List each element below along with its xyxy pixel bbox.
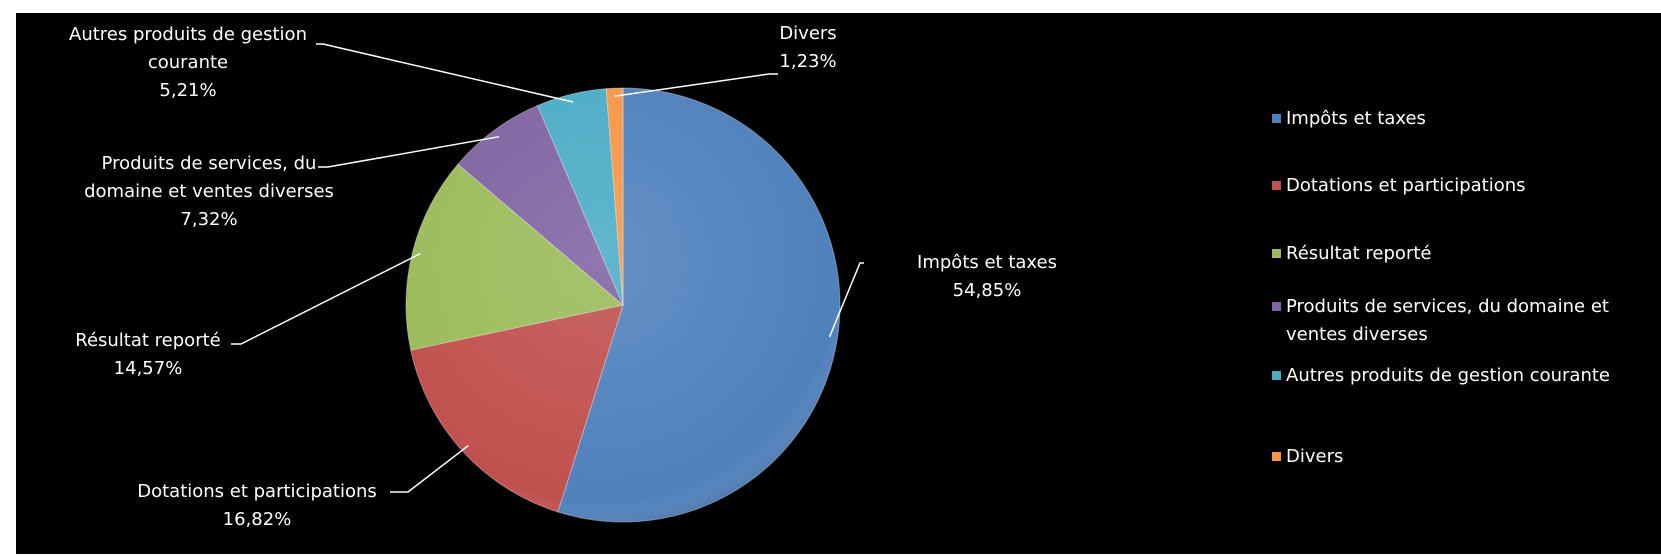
legend-swatch — [1272, 302, 1281, 311]
leader-line — [614, 73, 778, 97]
data-label: Dotations et participations 16,82% — [107, 478, 407, 534]
label-value: 5,21% — [159, 80, 217, 101]
legend-entry: Divers — [1272, 443, 1621, 471]
label-category: Autres produits de gestion courante — [69, 24, 307, 73]
legend-label: Divers — [1286, 446, 1344, 467]
legend-swatch — [1272, 181, 1281, 190]
label-value: 16,82% — [222, 509, 292, 530]
label-value: 7,32% — [180, 209, 238, 230]
legend-entry: Résultat reporté — [1272, 240, 1621, 268]
chart-area: Impôts et taxes 54,85% Dotations et partic… — [16, 13, 1661, 554]
label-category: Dotations et participations — [137, 481, 377, 502]
label-category: Divers — [779, 23, 837, 44]
legend-swatch — [1272, 452, 1281, 461]
legend-swatch — [1272, 249, 1281, 258]
data-label: Résultat reporté 14,57% — [48, 327, 248, 383]
legend-label: Dotations et participations — [1286, 175, 1526, 196]
legend-label: Autres produits de gestion courante — [1286, 365, 1610, 386]
legend-entry: Autres produits de gestion courante — [1272, 362, 1621, 390]
label-category: Impôts et taxes — [917, 252, 1057, 273]
legend-swatch — [1272, 114, 1281, 123]
label-category: Résultat reporté — [75, 330, 221, 351]
data-label: Produits de services, du domaine et vent… — [69, 150, 349, 234]
legend-entry: Impôts et taxes — [1272, 105, 1621, 133]
legend-label: Produits de services, du domaine et vent… — [1286, 296, 1609, 345]
data-label: Autres produits de gestion courante 5,21% — [58, 21, 318, 105]
data-label: Impôts et taxes 54,85% — [867, 249, 1107, 305]
leader-line — [231, 252, 421, 345]
label-category: Produits de services, du domaine et vent… — [84, 153, 334, 202]
label-value: 1,23% — [779, 51, 837, 72]
leader-line — [316, 43, 574, 103]
legend-entry: Produits de services, du domaine et vent… — [1272, 293, 1621, 349]
legend-entry: Dotations et participations — [1272, 172, 1621, 200]
label-value: 54,85% — [952, 280, 1022, 301]
label-value: 14,57% — [113, 358, 183, 379]
data-label: Divers 1,23% — [748, 20, 868, 76]
legend-label: Résultat reporté — [1286, 243, 1432, 264]
legend-swatch — [1272, 371, 1281, 380]
legend-label: Impôts et taxes — [1286, 108, 1426, 129]
